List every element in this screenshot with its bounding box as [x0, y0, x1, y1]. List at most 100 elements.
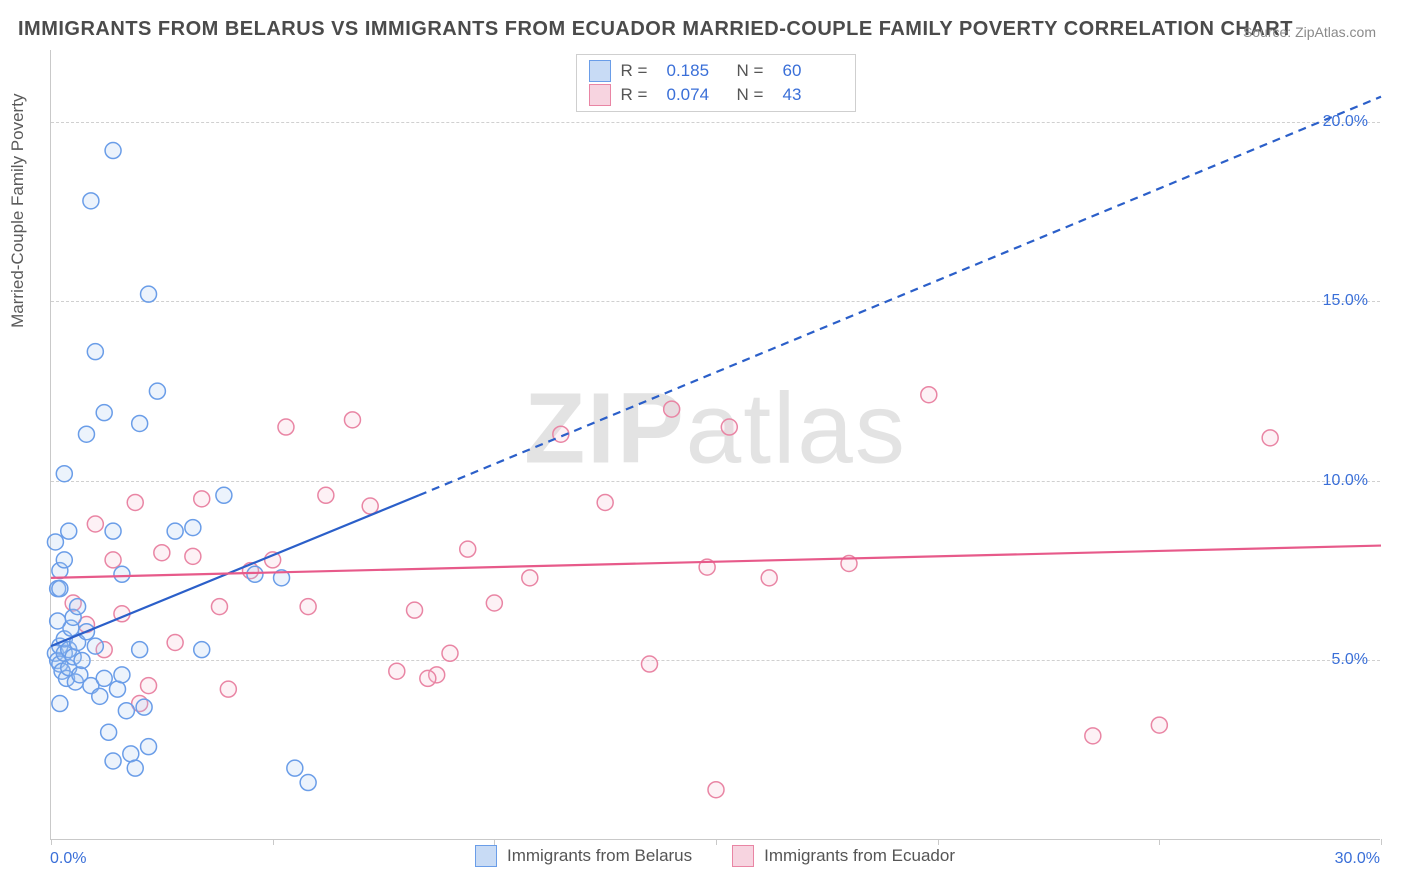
n-label: N = — [737, 61, 773, 81]
data-point — [522, 570, 538, 586]
data-point — [300, 599, 316, 615]
regression-line-extrapolated — [419, 97, 1381, 496]
n-value: 43 — [783, 85, 843, 105]
data-point — [185, 520, 201, 536]
series-legend: Immigrants from Belarus Immigrants from E… — [50, 845, 1380, 867]
stats-legend-row: R = 0.074 N = 43 — [589, 83, 843, 107]
data-point — [194, 491, 210, 507]
plot-area: ZIPatlas R =0.185N =60R =0.074N =43 5.0%… — [50, 50, 1380, 840]
data-point — [132, 415, 148, 431]
data-point — [50, 613, 66, 629]
data-point — [300, 775, 316, 791]
r-value: 0.074 — [667, 85, 727, 105]
data-point — [708, 782, 724, 798]
legend-swatch — [732, 845, 754, 867]
data-point — [216, 487, 232, 503]
data-point — [47, 534, 63, 550]
data-point — [110, 681, 126, 697]
data-point — [114, 566, 130, 582]
data-point — [56, 466, 72, 482]
data-point — [105, 143, 121, 159]
data-point — [141, 739, 157, 755]
data-point — [154, 545, 170, 561]
data-point — [87, 638, 103, 654]
data-point — [92, 688, 108, 704]
data-point — [96, 670, 112, 686]
r-label: R = — [621, 85, 657, 105]
data-point — [141, 286, 157, 302]
r-label: R = — [621, 61, 657, 81]
data-point — [1262, 430, 1278, 446]
data-point — [486, 595, 502, 611]
data-point — [597, 494, 613, 510]
data-point — [56, 552, 72, 568]
data-point — [287, 760, 303, 776]
data-point — [721, 419, 737, 435]
data-point — [101, 724, 117, 740]
y-axis-label: Married-Couple Family Poverty — [8, 94, 28, 328]
data-point — [61, 523, 77, 539]
chart-title: IMMIGRANTS FROM BELARUS VS IMMIGRANTS FR… — [18, 18, 1293, 41]
data-point — [420, 670, 436, 686]
legend-swatch — [589, 60, 611, 82]
data-point — [389, 663, 405, 679]
stats-legend: R = 0.185 N = 60 R = 0.074 N = 43 — [576, 54, 856, 112]
data-point — [105, 552, 121, 568]
data-point — [105, 523, 121, 539]
legend-swatch — [475, 845, 497, 867]
data-point — [114, 667, 130, 683]
stats-legend-row: R = 0.185 N = 60 — [589, 59, 843, 83]
data-point — [1151, 717, 1167, 733]
data-point — [318, 487, 334, 503]
data-point — [344, 412, 360, 428]
data-point — [118, 703, 134, 719]
n-value: 60 — [783, 61, 843, 81]
n-label: N = — [737, 85, 773, 105]
data-point — [642, 656, 658, 672]
data-point — [220, 681, 236, 697]
data-point — [149, 383, 165, 399]
x-tick — [1381, 839, 1382, 845]
data-point — [761, 570, 777, 586]
data-point — [407, 602, 423, 618]
data-point — [132, 642, 148, 658]
source-label: Source: ZipAtlas.com — [1243, 24, 1376, 40]
legend-swatch — [589, 84, 611, 106]
data-point — [127, 494, 143, 510]
data-point — [362, 498, 378, 514]
data-point — [52, 696, 68, 712]
data-point — [83, 193, 99, 209]
data-point — [52, 581, 68, 597]
series-legend-label: Immigrants from Belarus — [507, 846, 692, 866]
data-point — [74, 652, 90, 668]
data-point — [127, 760, 143, 776]
data-point — [194, 642, 210, 658]
data-point — [664, 401, 680, 417]
data-point — [167, 635, 183, 651]
series-legend-item: Immigrants from Ecuador — [732, 845, 955, 867]
regression-line — [51, 546, 1381, 578]
data-point — [78, 426, 94, 442]
data-point — [87, 516, 103, 532]
data-point — [70, 599, 86, 615]
data-point — [105, 753, 121, 769]
series-legend-item: Immigrants from Belarus — [475, 845, 692, 867]
data-point — [211, 599, 227, 615]
data-point — [141, 678, 157, 694]
data-point — [87, 344, 103, 360]
data-point — [1085, 728, 1101, 744]
data-point — [136, 699, 152, 715]
data-point — [460, 541, 476, 557]
chart-container: IMMIGRANTS FROM BELARUS VS IMMIGRANTS FR… — [0, 0, 1406, 892]
data-point — [185, 548, 201, 564]
plot-svg — [51, 50, 1380, 839]
series-legend-label: Immigrants from Ecuador — [764, 846, 955, 866]
data-point — [123, 746, 139, 762]
data-point — [278, 419, 294, 435]
data-point — [442, 645, 458, 661]
data-point — [247, 566, 263, 582]
data-point — [921, 387, 937, 403]
data-point — [96, 405, 112, 421]
r-value: 0.185 — [667, 61, 727, 81]
data-point — [167, 523, 183, 539]
